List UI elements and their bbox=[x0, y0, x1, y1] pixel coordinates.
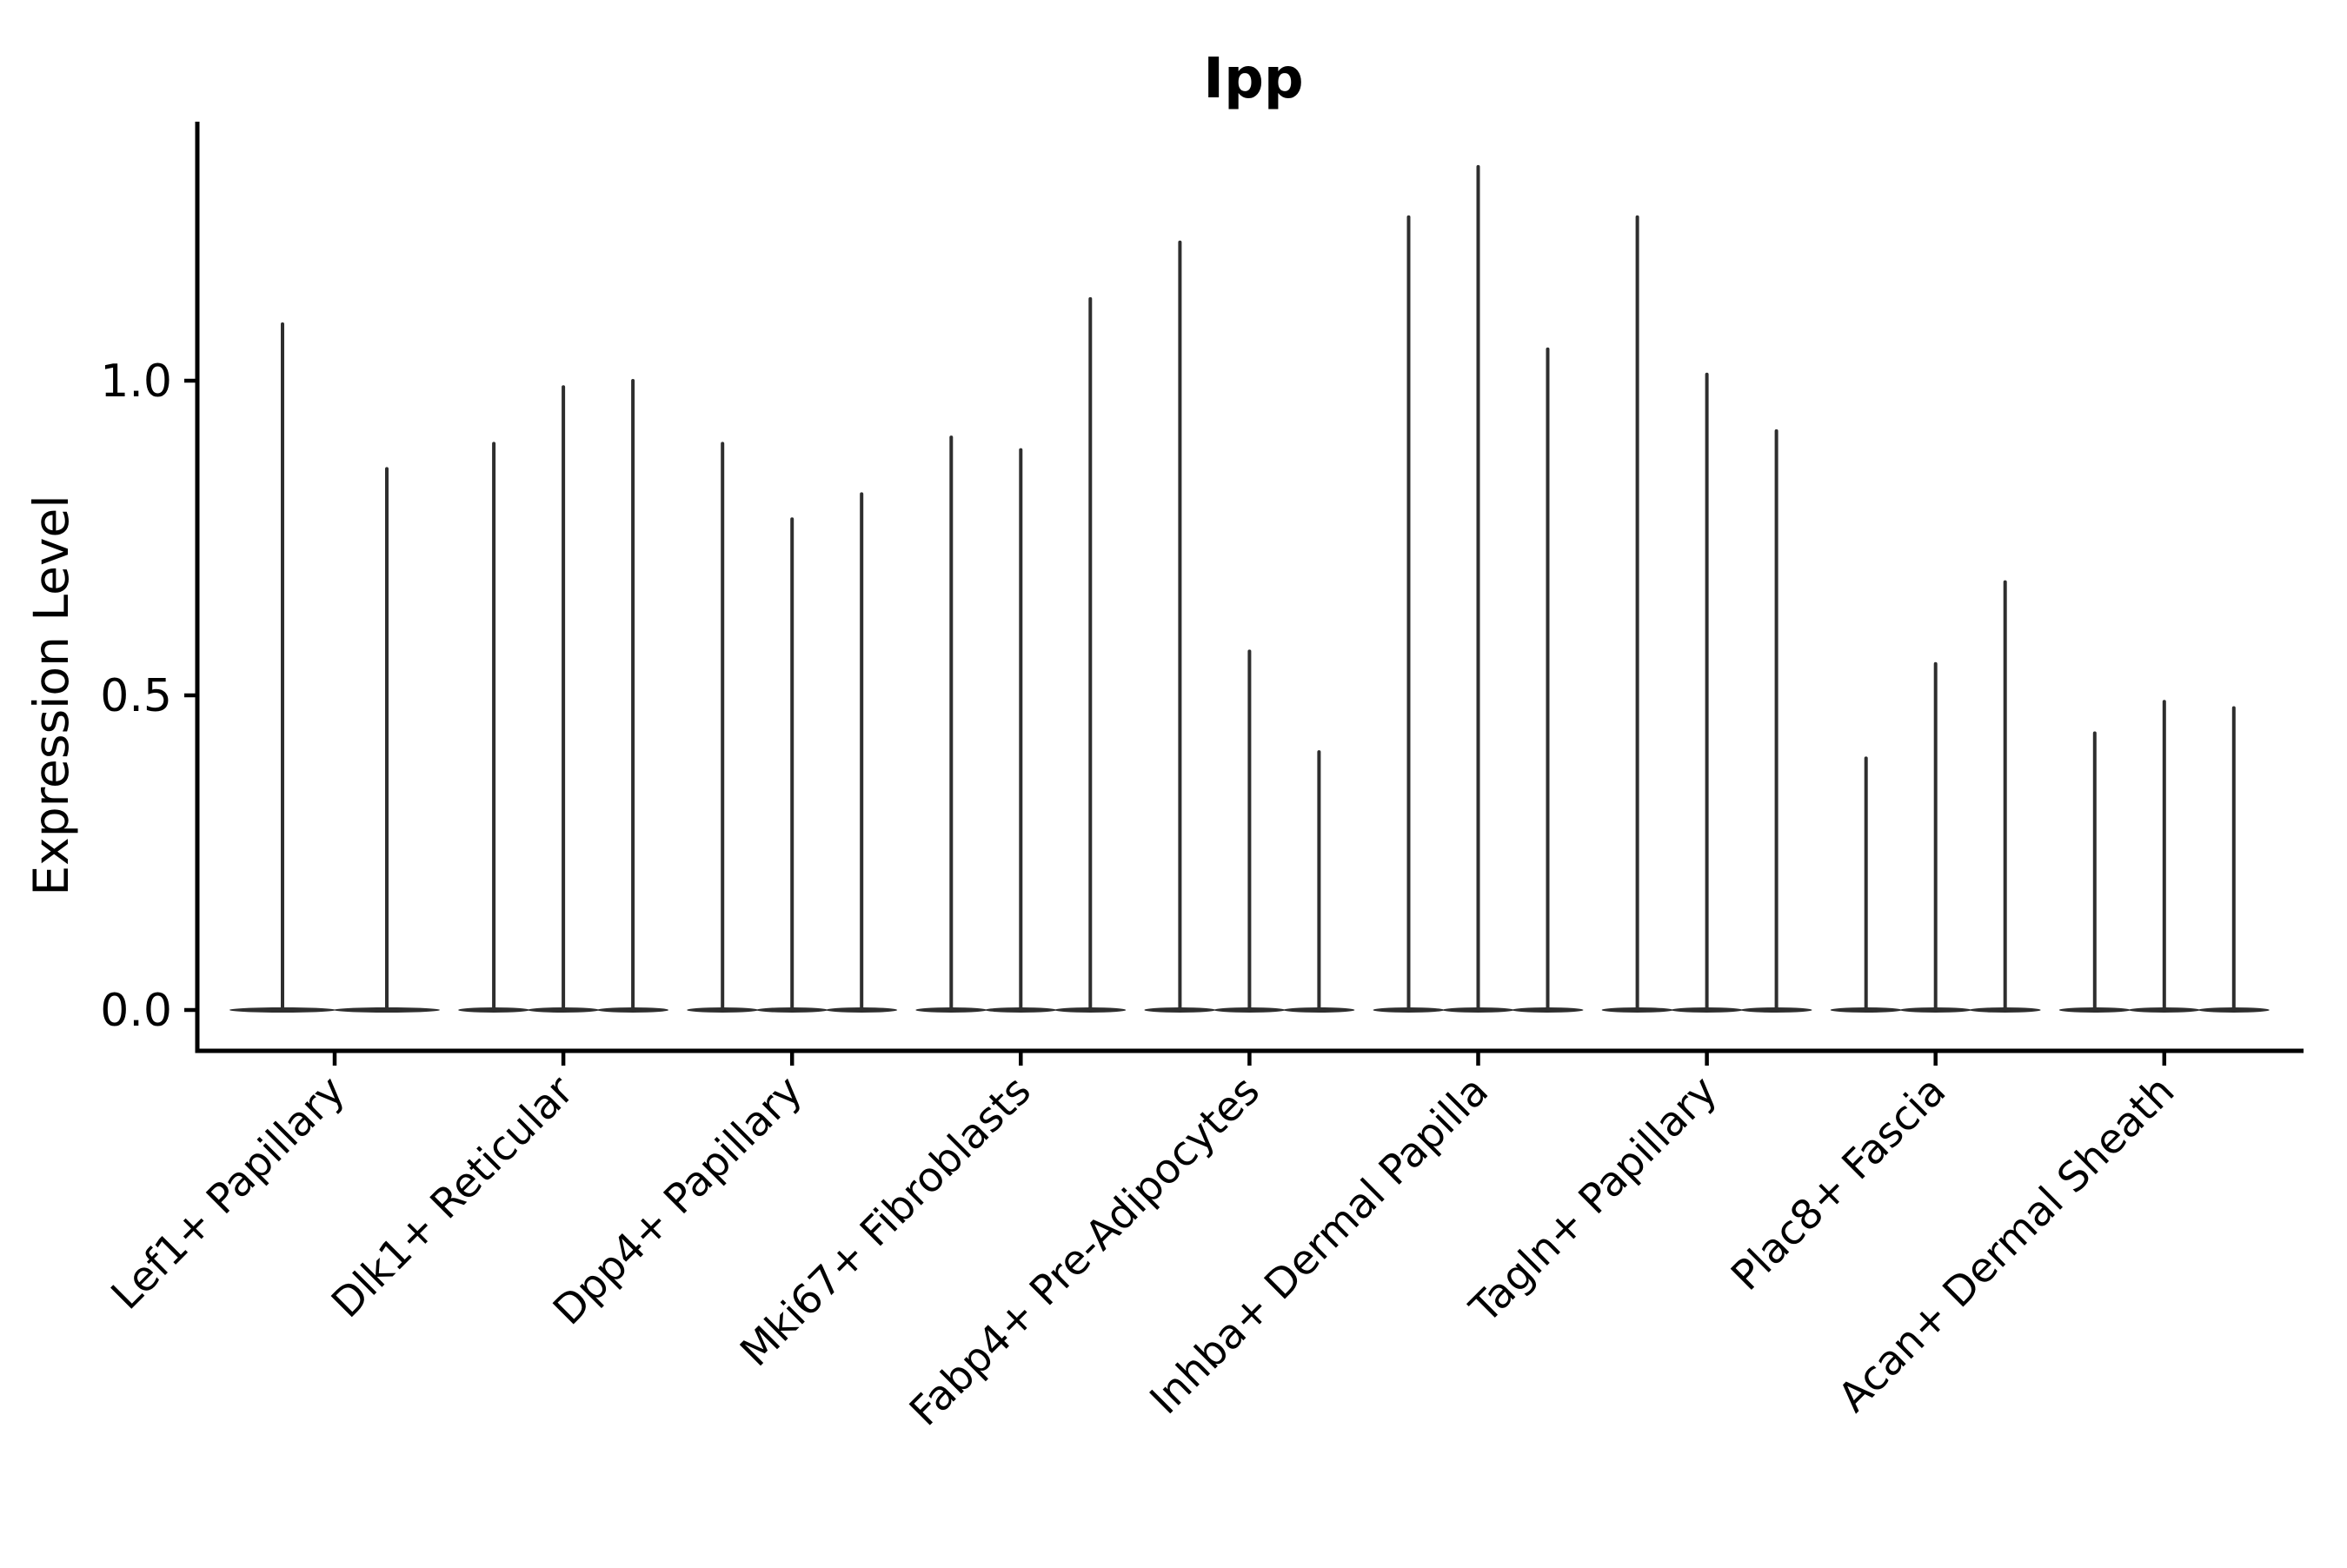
x-category-label: Dpp4+ Papillary bbox=[544, 1067, 812, 1335]
x-category-label: Plac8+ Fascia bbox=[1722, 1067, 1955, 1300]
violin-group bbox=[1830, 580, 2041, 1013]
violin-group bbox=[1144, 240, 1355, 1013]
y-tick-label: 0.0 bbox=[100, 985, 172, 1037]
violin-group bbox=[1601, 215, 1812, 1013]
violin-group bbox=[915, 296, 1127, 1013]
x-category-label: Tagln+ Papillary bbox=[1460, 1067, 1726, 1333]
y-tick-label: 0.5 bbox=[100, 670, 172, 722]
violin-series bbox=[229, 164, 2270, 1013]
y-tick-label: 1.0 bbox=[100, 355, 172, 408]
chart-title: Ipp bbox=[1203, 47, 1303, 111]
violin-group bbox=[2058, 700, 2270, 1013]
x-category-label: Lef1+ Papillary bbox=[103, 1067, 355, 1319]
violin-group bbox=[229, 322, 440, 1013]
violin-group bbox=[458, 379, 669, 1013]
x-category-label: Dlk1+ Reticular bbox=[322, 1066, 583, 1327]
violin-group bbox=[687, 442, 898, 1013]
y-axis-ticks: 0.0 0.5 1.0 bbox=[100, 355, 197, 1037]
y-axis-label: Expression Level bbox=[23, 495, 79, 895]
violin-group bbox=[1373, 164, 1584, 1013]
